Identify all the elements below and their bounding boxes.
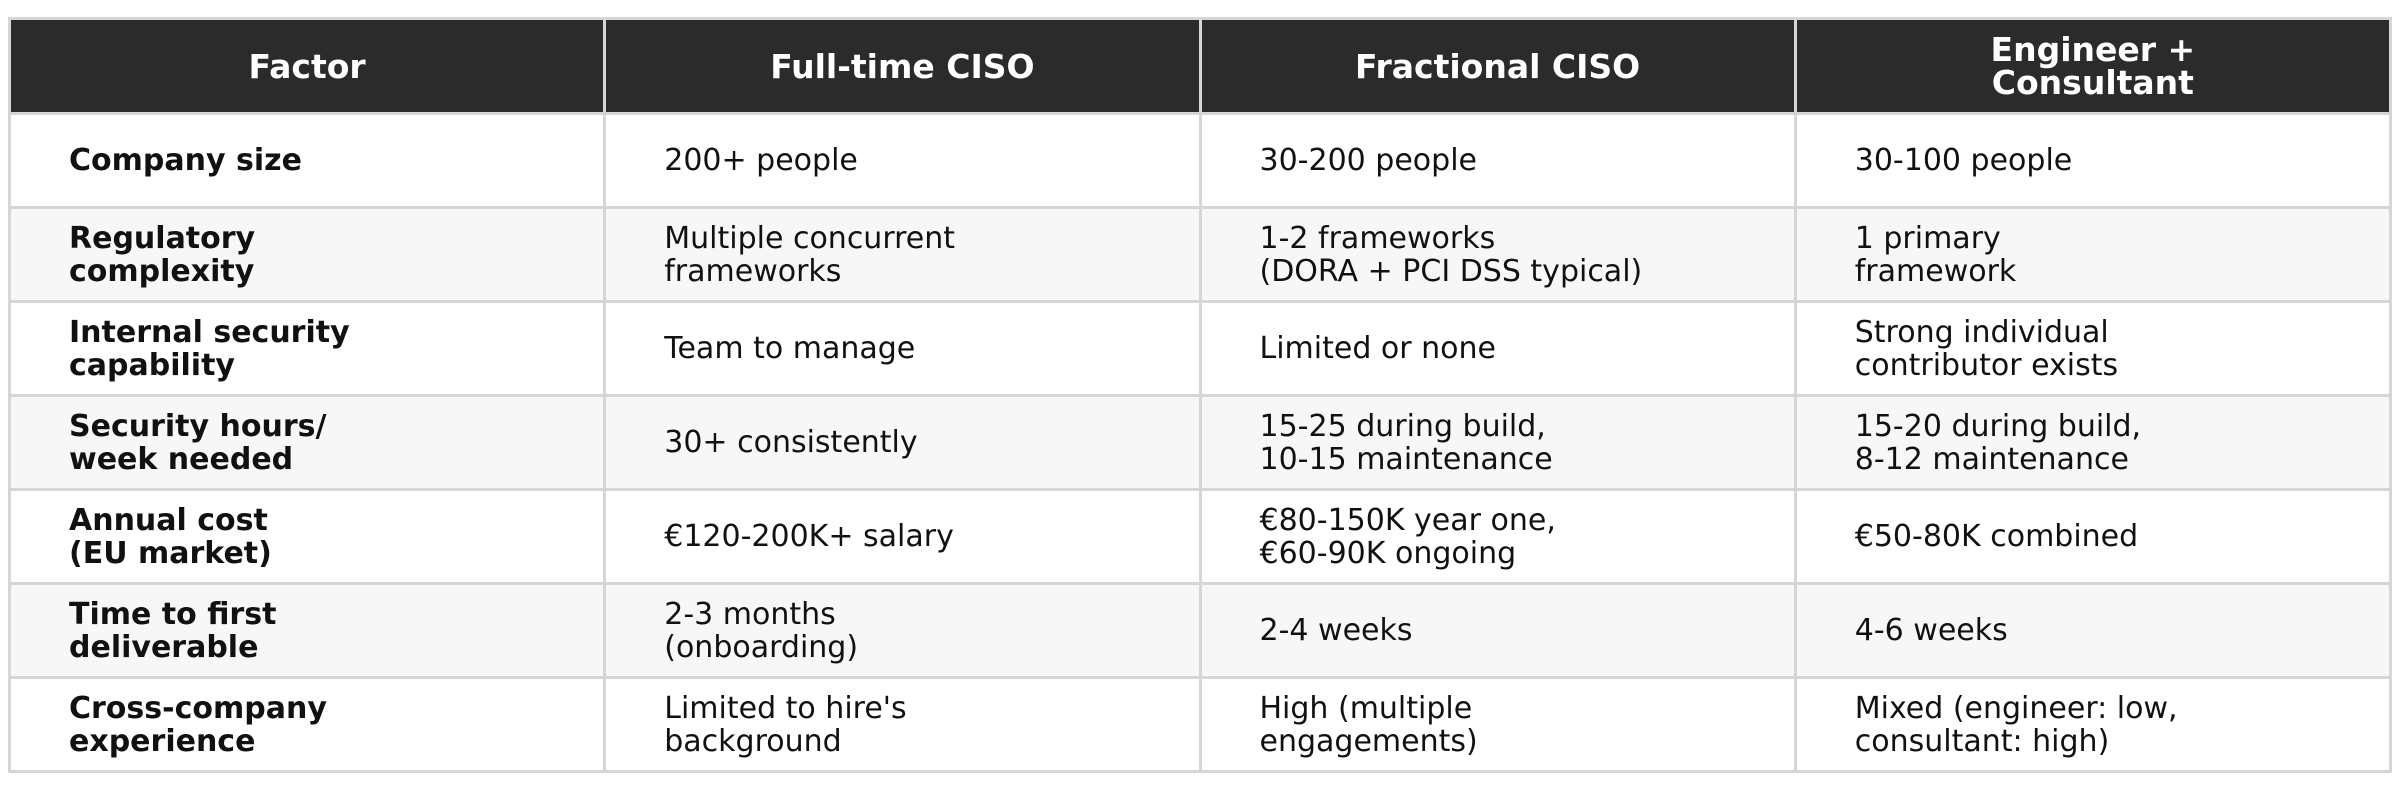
- table-cell: Limited or none: [1198, 300, 1797, 397]
- table-cell: High (multiple engagements): [1198, 676, 1797, 773]
- table-row: Time to first deliverable 2-3 months (on…: [7, 582, 2393, 679]
- row-factor-label: Time to first deliverable: [7, 582, 607, 679]
- table-cell: Limited to hire's background: [603, 676, 1202, 773]
- header-row: Factor Full-time CISO Fractional CISO En…: [7, 17, 2393, 115]
- table-row: Regulatory complexity Multiple concurren…: [7, 206, 2393, 303]
- row-factor-label: Annual cost (EU market): [7, 488, 607, 585]
- table-cell: €80-150K year one, €60-90K ongoing: [1198, 488, 1797, 585]
- table-body: Company size 200+ people 30-200 people 3…: [7, 112, 2393, 773]
- table-cell: €50-80K combined: [1793, 488, 2393, 585]
- table-row: Annual cost (EU market) €120-200K+ salar…: [7, 488, 2393, 585]
- table-cell: Mixed (engineer: low, consultant: high): [1793, 676, 2393, 773]
- table-cell: 30+ consistently: [603, 394, 1202, 491]
- row-factor-label: Security hours/ week needed: [7, 394, 607, 491]
- table-cell: Multiple concurrent frameworks: [603, 206, 1202, 303]
- table-cell: 1-2 frameworks (DORA + PCI DSS typical): [1198, 206, 1797, 303]
- comparison-table: Factor Full-time CISO Fractional CISO En…: [7, 17, 2393, 773]
- table-row: Cross-company experience Limited to hire…: [7, 676, 2393, 773]
- table-row: Internal security capability Team to man…: [7, 300, 2393, 397]
- header-engineer-consultant: Engineer + Consultant: [1793, 17, 2393, 115]
- table-cell: Team to manage: [603, 300, 1202, 397]
- table-cell: 30-100 people: [1793, 112, 2393, 209]
- header-fractional-ciso: Fractional CISO: [1198, 17, 1797, 115]
- table-cell: 30-200 people: [1198, 112, 1797, 209]
- table-cell: 2-4 weeks: [1198, 582, 1797, 679]
- table-cell: €120-200K+ salary: [603, 488, 1202, 585]
- table-cell: 15-25 during build, 10-15 maintenance: [1198, 394, 1797, 491]
- row-factor-label: Company size: [7, 112, 607, 209]
- table-cell: 200+ people: [603, 112, 1202, 209]
- table-row: Security hours/ week needed 30+ consiste…: [7, 394, 2393, 491]
- table-header: Factor Full-time CISO Fractional CISO En…: [7, 17, 2393, 115]
- table-cell: 15-20 during build, 8-12 maintenance: [1793, 394, 2393, 491]
- table-row: Company size 200+ people 30-200 people 3…: [7, 112, 2393, 209]
- table-cell: Strong individual contributor exists: [1793, 300, 2393, 397]
- row-factor-label: Cross-company experience: [7, 676, 607, 773]
- table-cell: 4-6 weeks: [1793, 582, 2393, 679]
- table-cell: 1 primary framework: [1793, 206, 2393, 303]
- row-factor-label: Regulatory complexity: [7, 206, 607, 303]
- table-cell: 2-3 months (onboarding): [603, 582, 1202, 679]
- row-factor-label: Internal security capability: [7, 300, 607, 397]
- header-full-time-ciso: Full-time CISO: [603, 17, 1202, 115]
- header-factor: Factor: [7, 17, 607, 115]
